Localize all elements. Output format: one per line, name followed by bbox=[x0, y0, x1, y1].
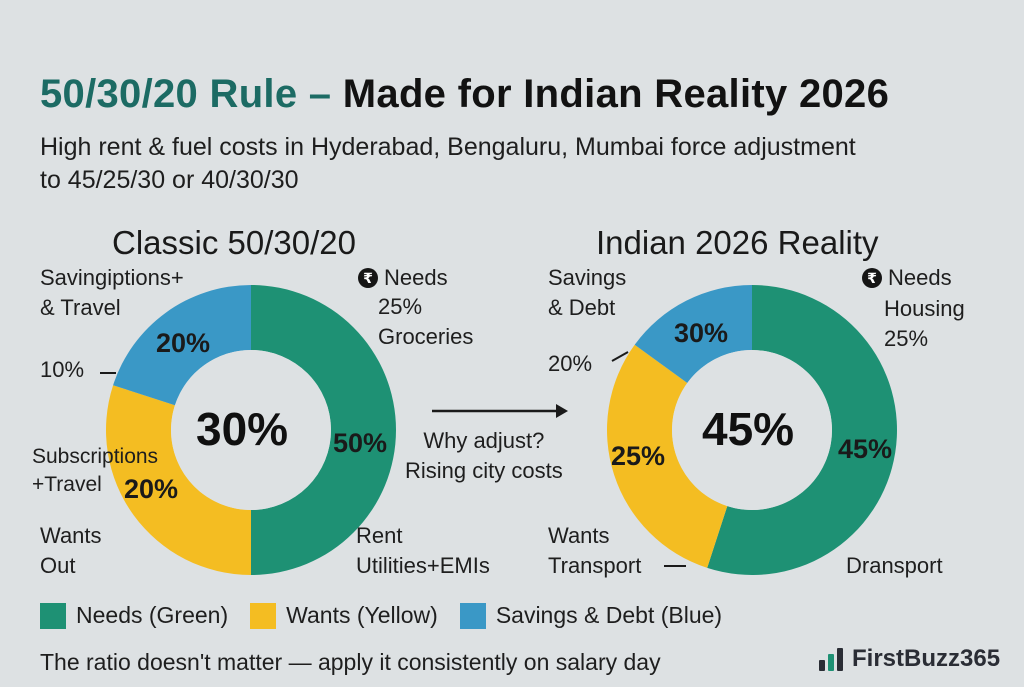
brand-bars-icon bbox=[819, 648, 843, 671]
segment-value-savings-reality: 30% bbox=[674, 318, 729, 348]
legend-label-savings: Savings & Debt (Blue) bbox=[495, 602, 723, 628]
legend-swatch-wants bbox=[250, 602, 277, 629]
label-needs-sub-classic: 25% Groceries bbox=[378, 294, 474, 349]
brand-logo: FirstBuzz365 bbox=[818, 645, 1000, 673]
legend-label-wants: Wants (Yellow) bbox=[286, 602, 438, 628]
label-needs-bottom-classic: Rent Utilities+EMIs bbox=[356, 523, 490, 578]
label-wants-classic: Wants Out bbox=[40, 523, 102, 578]
arrow-note: Why adjust? Rising city costs bbox=[405, 428, 563, 483]
donut-slice-needs-reality bbox=[707, 285, 898, 575]
label-twenty-reality: 20% bbox=[548, 351, 593, 376]
needs-head-classic: Needs bbox=[384, 265, 448, 290]
adjust-arrow-head bbox=[556, 404, 568, 418]
needs-head-reality: Needs bbox=[888, 265, 952, 290]
title-accent: 50/30/20 Rule – bbox=[40, 72, 332, 116]
label-ten-classic: 10% bbox=[40, 357, 85, 382]
legend-item-savings: Savings & Debt (Blue) bbox=[459, 602, 723, 629]
rupee-icon: ₹ bbox=[862, 268, 882, 288]
label-needs-sub-reality: Housing 25% bbox=[884, 296, 965, 351]
label-needs-bottom-reality: Dransport bbox=[846, 553, 943, 578]
segment-value-savings-classic: 20% bbox=[156, 328, 211, 358]
donut-slice-wants-classic bbox=[105, 385, 251, 575]
center-value-classic: 30% bbox=[196, 403, 289, 455]
rupee-icon: ₹ bbox=[358, 268, 378, 288]
title-main: Made for Indian Reality 2026 bbox=[342, 72, 890, 116]
segment-value-wants-reality: 25% bbox=[611, 441, 666, 471]
classic-donut bbox=[105, 285, 396, 575]
donut-hole bbox=[171, 350, 331, 510]
donut-slice-needs-classic bbox=[251, 285, 396, 575]
label-needs-classic: ₹ Needs bbox=[358, 263, 448, 293]
label-wants-reality: Wants Transport bbox=[548, 523, 642, 578]
segment-value-needs-reality: 45% bbox=[838, 434, 893, 464]
segment-value-wants-classic: 20% bbox=[124, 474, 179, 504]
legend-item-wants: Wants (Yellow) bbox=[250, 602, 438, 629]
legend-swatch-savings bbox=[459, 602, 486, 629]
label-savings-classic: Savingiptions+ & Travel bbox=[40, 265, 184, 320]
footer-note: The ratio doesn't matter — apply it cons… bbox=[40, 649, 661, 675]
legend-label-needs: Needs (Green) bbox=[76, 602, 229, 628]
segment-value-needs-classic: 50% bbox=[333, 428, 388, 458]
legend: Needs (Green) Wants (Yellow) Savings & D… bbox=[40, 602, 744, 629]
label-savings-reality: Savings & Debt bbox=[548, 265, 627, 320]
donut-hole bbox=[672, 350, 832, 510]
legend-item-needs: Needs (Green) bbox=[40, 602, 228, 629]
donut-slice-savings-classic bbox=[113, 285, 251, 406]
donut-slice-wants-reality bbox=[607, 344, 728, 568]
page-title: 50/30/20 Rule – Made for Indian Reality … bbox=[40, 72, 889, 117]
page-subtitle: High rent & fuel costs in Hyderabad, Ben… bbox=[40, 133, 856, 194]
chart-title-classic: Classic 50/30/20 bbox=[112, 224, 356, 261]
chart-title-reality: Indian 2026 Reality bbox=[596, 224, 879, 261]
donut-slice-savings-reality bbox=[634, 285, 752, 383]
brand-name: FirstBuzz365 bbox=[852, 645, 1001, 672]
center-value-reality: 45% bbox=[702, 403, 795, 455]
reality-donut bbox=[607, 285, 898, 575]
legend-swatch-needs bbox=[40, 602, 66, 629]
leader-line-20 bbox=[611, 351, 629, 362]
label-needs-reality: ₹ Needs bbox=[862, 263, 952, 293]
label-wants-sub-classic: Subscriptions +Travel bbox=[32, 445, 159, 496]
